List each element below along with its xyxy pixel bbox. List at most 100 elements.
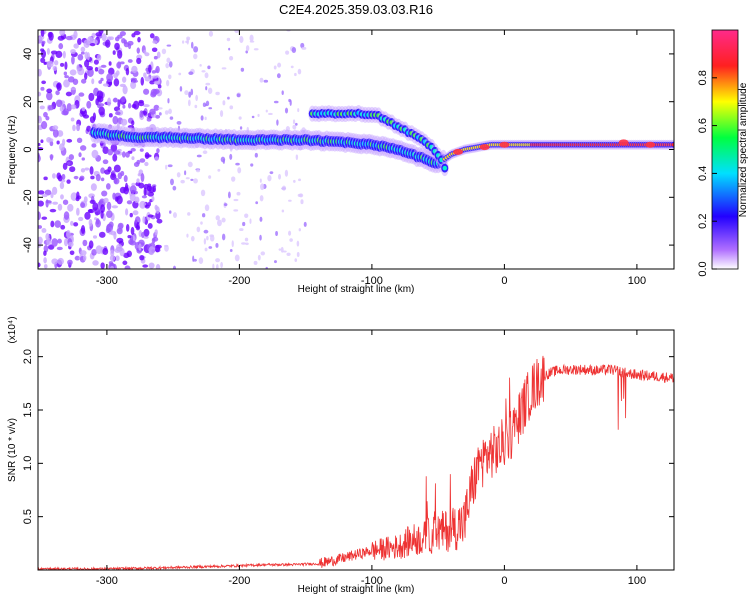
- ridge-peak: [442, 165, 447, 171]
- noise-speck: [69, 166, 76, 173]
- noise-speck: [109, 254, 116, 262]
- snr-frame: [37, 329, 675, 571]
- noise-speck: [72, 124, 76, 132]
- noise-speck: [168, 61, 173, 68]
- noise-speck: [107, 97, 112, 107]
- noise-speck: [136, 178, 140, 184]
- noise-speck: [172, 212, 177, 219]
- noise-speck: [49, 140, 54, 147]
- noise-speck: [203, 229, 209, 234]
- noise-speck: [126, 250, 132, 258]
- chart-title: C2E4.2025.359.03.03.R16: [279, 2, 433, 17]
- noise-speck: [38, 142, 41, 147]
- noise-speck: [125, 151, 130, 158]
- noise-speck: [78, 216, 84, 222]
- noise-speck: [215, 242, 219, 248]
- spectrogram-xtick-label: -300: [96, 275, 118, 287]
- noise-speck: [60, 194, 64, 200]
- noise-speck: [57, 203, 63, 211]
- noise-speck: [187, 99, 191, 107]
- noise-speck: [231, 240, 234, 248]
- noise-speck: [67, 161, 71, 165]
- noise-speck: [93, 59, 99, 65]
- noise-speck: [132, 210, 139, 216]
- noise-speck: [168, 74, 172, 80]
- noise-speck: [141, 195, 148, 199]
- noise-speck: [259, 77, 264, 83]
- noise-speck: [76, 123, 81, 132]
- noise-speck: [229, 153, 233, 160]
- noise-speck: [106, 223, 112, 233]
- noise-speck: [122, 85, 128, 95]
- noise-speck: [221, 67, 227, 70]
- noise-speck: [68, 154, 75, 161]
- noise-speck: [49, 154, 54, 161]
- noise-speck: [38, 225, 42, 229]
- noise-speck: [82, 239, 88, 247]
- noise-speck: [125, 67, 130, 76]
- noise-speck: [55, 90, 60, 96]
- noise-speck: [136, 159, 141, 165]
- noise-speck: [245, 242, 249, 246]
- noise-speck: [169, 210, 172, 214]
- noise-speck: [110, 173, 117, 181]
- noise-speck: [56, 246, 63, 251]
- noise-speck: [40, 121, 48, 130]
- noise-speck: [40, 57, 46, 63]
- noise-speck: [96, 54, 102, 61]
- noise-speck: [50, 192, 54, 199]
- snr-xtick-label: -300: [96, 575, 118, 587]
- noise-speck: [155, 264, 161, 269]
- noise-speck: [201, 70, 206, 73]
- noise-speck: [64, 75, 69, 79]
- noise-speck: [204, 247, 208, 252]
- noise-speck: [113, 78, 120, 87]
- noise-speck: [156, 218, 163, 224]
- noise-speck: [134, 216, 141, 225]
- noise-speck: [238, 116, 242, 120]
- noise-speck: [92, 202, 99, 211]
- noise-speck: [121, 151, 126, 158]
- noise-speck: [64, 61, 68, 70]
- noise-speck: [136, 47, 141, 54]
- noise-speck: [100, 167, 105, 174]
- noise-speck: [263, 79, 269, 83]
- noise-speck: [240, 67, 245, 72]
- noise-speck: [145, 154, 152, 158]
- noise-speck: [144, 204, 150, 209]
- noise-speck: [164, 110, 169, 115]
- noise-speck: [152, 185, 157, 193]
- noise-speck: [119, 186, 126, 194]
- noise-speck: [108, 113, 113, 118]
- noise-speck: [253, 260, 258, 265]
- noise-speck: [70, 220, 74, 226]
- noise-speck: [57, 257, 64, 265]
- noise-speck: [249, 218, 252, 224]
- noise-speck: [76, 191, 80, 199]
- noise-speck: [132, 79, 138, 83]
- noise-speck: [199, 64, 202, 67]
- noise-speck: [195, 169, 201, 173]
- noise-speck: [297, 68, 302, 75]
- noise-speck: [114, 42, 120, 51]
- noise-speck: [229, 105, 234, 110]
- noise-speck: [196, 154, 202, 158]
- noise-speck: [82, 255, 87, 261]
- noise-speck: [149, 108, 156, 115]
- carrier-peak: [671, 143, 674, 147]
- noise-speck: [184, 90, 189, 96]
- noise-speck: [117, 222, 124, 229]
- noise-speck: [168, 108, 172, 115]
- noise-speck: [38, 36, 43, 44]
- noise-speck: [259, 178, 262, 183]
- noise-speck: [73, 43, 79, 49]
- spectrogram-xtick-label: -200: [228, 275, 250, 287]
- noise-speck: [122, 260, 128, 266]
- noise-speck: [52, 129, 59, 138]
- noise-speck: [200, 221, 203, 225]
- noise-speck: [147, 214, 154, 218]
- noise-speck: [38, 91, 42, 97]
- noise-speck: [88, 240, 94, 249]
- noise-speck: [56, 83, 61, 89]
- noise-speck: [116, 61, 122, 69]
